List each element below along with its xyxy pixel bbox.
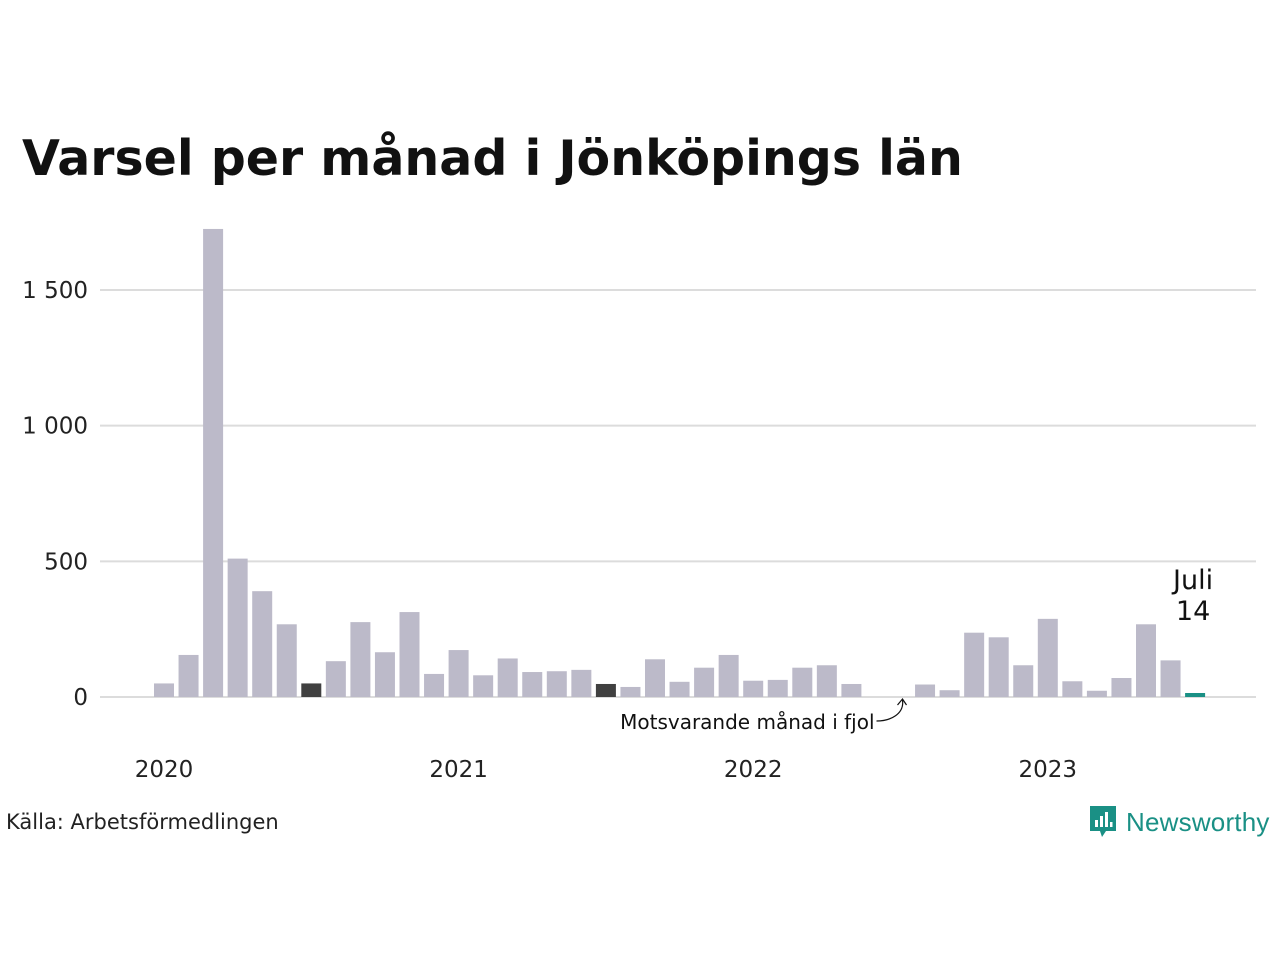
x-tick-label: 2021 bbox=[429, 757, 488, 783]
bars bbox=[154, 228, 1206, 697]
bar bbox=[841, 683, 862, 697]
bar bbox=[1037, 618, 1058, 697]
x-axis-year-labels: 2020 2021 2022 2023 bbox=[135, 757, 1077, 783]
bar bbox=[1086, 690, 1107, 697]
y-tick-label: 1 500 bbox=[22, 278, 88, 304]
annotation-arrowhead bbox=[897, 697, 907, 706]
y-axis-tick-labels: 0 500 1 000 1 500 bbox=[22, 278, 88, 711]
bar bbox=[1013, 665, 1034, 697]
bar-same-month-previous-year bbox=[595, 683, 616, 697]
bar bbox=[1160, 660, 1181, 697]
bar bbox=[350, 622, 371, 697]
bar bbox=[718, 654, 739, 697]
source-note: Källa: Arbetsförmedlingen bbox=[6, 810, 279, 834]
y-tick-label: 0 bbox=[73, 685, 88, 711]
bar bbox=[497, 658, 518, 697]
bar bbox=[399, 612, 420, 697]
y-tick-label: 500 bbox=[44, 549, 88, 575]
bar bbox=[694, 667, 715, 697]
newsworthy-logo-icon bbox=[1090, 806, 1116, 837]
x-tick-label: 2022 bbox=[724, 757, 783, 783]
y-tick-label: 1 000 bbox=[22, 414, 88, 440]
bar bbox=[154, 683, 174, 697]
bar bbox=[792, 667, 813, 697]
bar bbox=[571, 669, 592, 697]
bar bbox=[473, 675, 494, 697]
bar bbox=[374, 652, 395, 697]
bar bbox=[276, 624, 297, 697]
current-month-label: Juli bbox=[1171, 565, 1213, 596]
x-tick-label: 2020 bbox=[135, 757, 194, 783]
bar bbox=[546, 671, 567, 697]
bar bbox=[1062, 681, 1083, 697]
bar bbox=[448, 650, 469, 697]
bar bbox=[939, 690, 960, 697]
bar bbox=[669, 681, 690, 697]
bar bbox=[522, 672, 543, 697]
newsworthy-logo: Newsworthy bbox=[1088, 804, 1270, 840]
bar bbox=[1136, 624, 1156, 697]
bar bbox=[227, 558, 248, 697]
current-month-value: 14 bbox=[1176, 596, 1210, 627]
bar bbox=[964, 632, 985, 697]
bar-current-month bbox=[1185, 693, 1206, 697]
bar bbox=[816, 665, 837, 697]
bar bbox=[424, 673, 445, 697]
annotation-arrow bbox=[876, 699, 904, 722]
bar bbox=[325, 661, 346, 697]
bar bbox=[743, 680, 764, 697]
x-tick-label: 2023 bbox=[1019, 757, 1078, 783]
gridlines bbox=[100, 289, 1256, 698]
bar bbox=[645, 659, 665, 697]
bar bbox=[178, 654, 199, 697]
bar bbox=[620, 686, 641, 697]
chart-title: Varsel per månad i Jönköpings län bbox=[22, 130, 963, 187]
bar bbox=[988, 637, 1009, 697]
bar bbox=[915, 684, 936, 697]
bar-same-month-previous-year bbox=[301, 683, 322, 697]
previous-year-annotation: Motsvarande månad i fjol bbox=[620, 710, 874, 734]
bar bbox=[252, 591, 273, 697]
bar bbox=[1111, 678, 1132, 697]
bar bbox=[767, 679, 788, 697]
bar bbox=[203, 228, 224, 697]
newsworthy-logo-text: Newsworthy bbox=[1126, 806, 1270, 837]
